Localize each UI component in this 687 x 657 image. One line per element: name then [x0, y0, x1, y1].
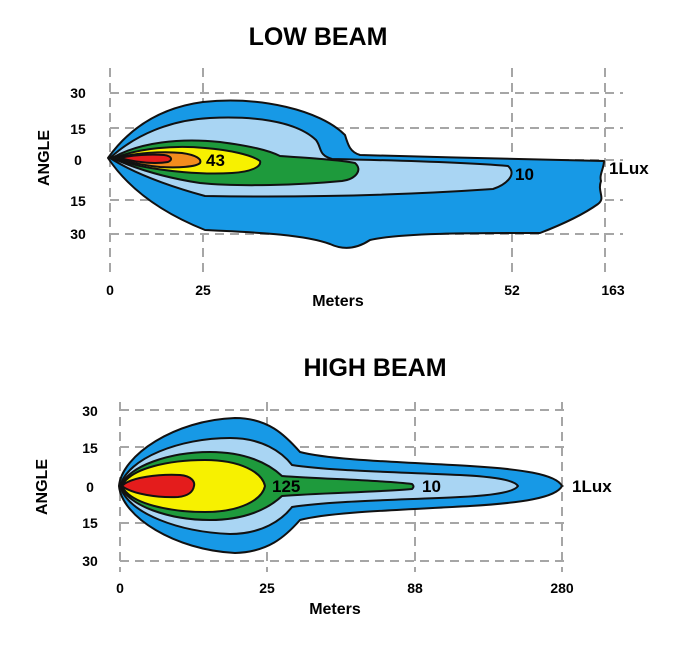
- high-beam-y-tick-label: 15: [82, 515, 98, 531]
- high-beam-y-tick-label: 15: [82, 440, 98, 456]
- low-beam-y-tick-label: 15: [70, 121, 86, 137]
- high-beam-y-tick-label: 0: [86, 479, 94, 495]
- low-beam-y-tick-label: 0: [74, 152, 82, 168]
- low-beam-x-tick-label: 25: [195, 282, 211, 298]
- high-beam-x-tick-label: 280: [550, 580, 574, 596]
- high-beam-label-1lux: 1Lux: [572, 477, 612, 496]
- high-beam-x-tick-label: 25: [259, 580, 275, 596]
- low-beam-x-axis-label: Meters: [312, 293, 364, 310]
- high-beam-x-axis-label: Meters: [309, 601, 361, 618]
- high-beam-zone-red: [121, 473, 196, 499]
- high-beam-y-tick-label: 30: [82, 403, 98, 419]
- low-beam-y-tick-label: 15: [70, 193, 86, 209]
- low-beam-y-axis-label: ANGLE: [36, 130, 53, 186]
- high-beam-label-125: 125: [272, 477, 300, 496]
- high-beam-chart: HIGH BEAM ANGLE 30 15 0 15 30 125 10 1Lu…: [34, 354, 612, 618]
- low-beam-title: LOW BEAM: [249, 23, 388, 51]
- high-beam-x-tick-label: 88: [407, 580, 423, 596]
- high-beam-title: HIGH BEAM: [303, 354, 446, 382]
- high-beam-x-tick-label: 0: [116, 580, 124, 596]
- low-beam-x-tick-label: 0: [106, 282, 114, 298]
- low-beam-y-tick-label: 30: [70, 85, 86, 101]
- low-beam-label-1lux: 1Lux: [609, 159, 649, 178]
- low-beam-y-tick-label: 30: [70, 226, 86, 242]
- low-beam-x-tick-label: 52: [504, 282, 520, 298]
- low-beam-x-tick-label: 163: [601, 282, 625, 298]
- high-beam-y-axis-label: ANGLE: [34, 459, 51, 515]
- low-beam-chart: LOW BEAM ANGLE 30 15 0 15 30 43 10: [36, 23, 649, 310]
- high-beam-label-10: 10: [422, 477, 441, 496]
- low-beam-zone-red: [119, 153, 173, 164]
- high-beam-y-tick-label: 30: [82, 553, 98, 569]
- low-beam-label-43: 43: [206, 151, 225, 170]
- low-beam-label-10: 10: [515, 165, 534, 184]
